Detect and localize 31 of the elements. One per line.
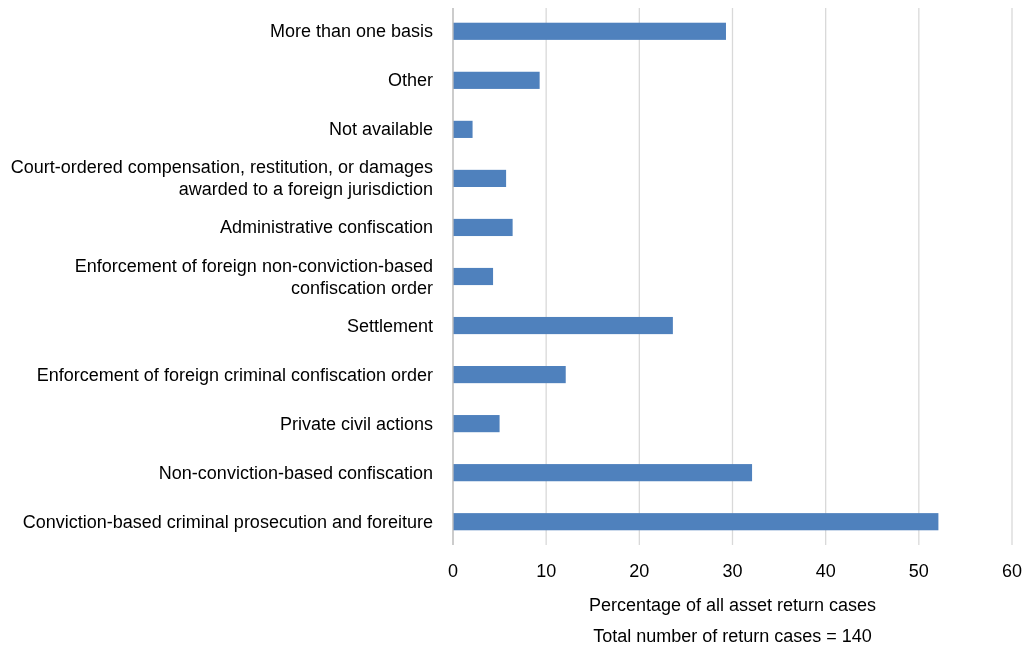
x-tick-label: 60 <box>1001 561 1023 581</box>
y-tick-label: More than one basis <box>269 21 433 42</box>
x-tick-label: 20 <box>629 561 650 581</box>
bar <box>453 267 494 286</box>
x-tick-label: 0 <box>447 561 459 581</box>
bar <box>453 513 939 531</box>
text: Total number of return cases = 140 <box>593 626 872 646</box>
y-tick-label: Private civil actions <box>279 413 433 434</box>
y-tick-label: Enforcement of foreign non-conviction-based confiscation order <box>74 255 433 298</box>
bar <box>453 366 566 384</box>
y-tick-label: Settlement <box>346 315 433 336</box>
x-axis-title: Percentage of all asset return cases <box>588 595 877 615</box>
x-tick-label: 30 <box>722 561 743 581</box>
bar <box>453 218 513 237</box>
y-tick-label: Enforcement of foreign criminal confiscation order <box>36 364 433 385</box>
y-tick-label: Conviction-based criminal prosecution and foreiture <box>22 511 433 532</box>
y-tick-label: Other <box>387 70 433 91</box>
bar <box>453 316 673 335</box>
y-tick-label: Court-ordered compensation, restitution, or damages awarded to a foreign jurisdiction <box>10 157 433 200</box>
y-tick-label: Not available <box>328 119 433 140</box>
x-tick-label: 40 <box>815 561 836 581</box>
x-tick-label: 10 <box>536 561 557 581</box>
bar <box>453 120 473 138</box>
bar <box>453 22 726 40</box>
x-tick-label: 50 <box>908 561 929 581</box>
bar <box>453 169 507 187</box>
bar <box>453 71 540 89</box>
bar <box>453 415 500 433</box>
bar <box>453 464 753 482</box>
y-tick-label: Non-conviction-based confiscation <box>158 462 433 483</box>
y-tick-label: Administrative confiscation <box>219 217 433 238</box>
